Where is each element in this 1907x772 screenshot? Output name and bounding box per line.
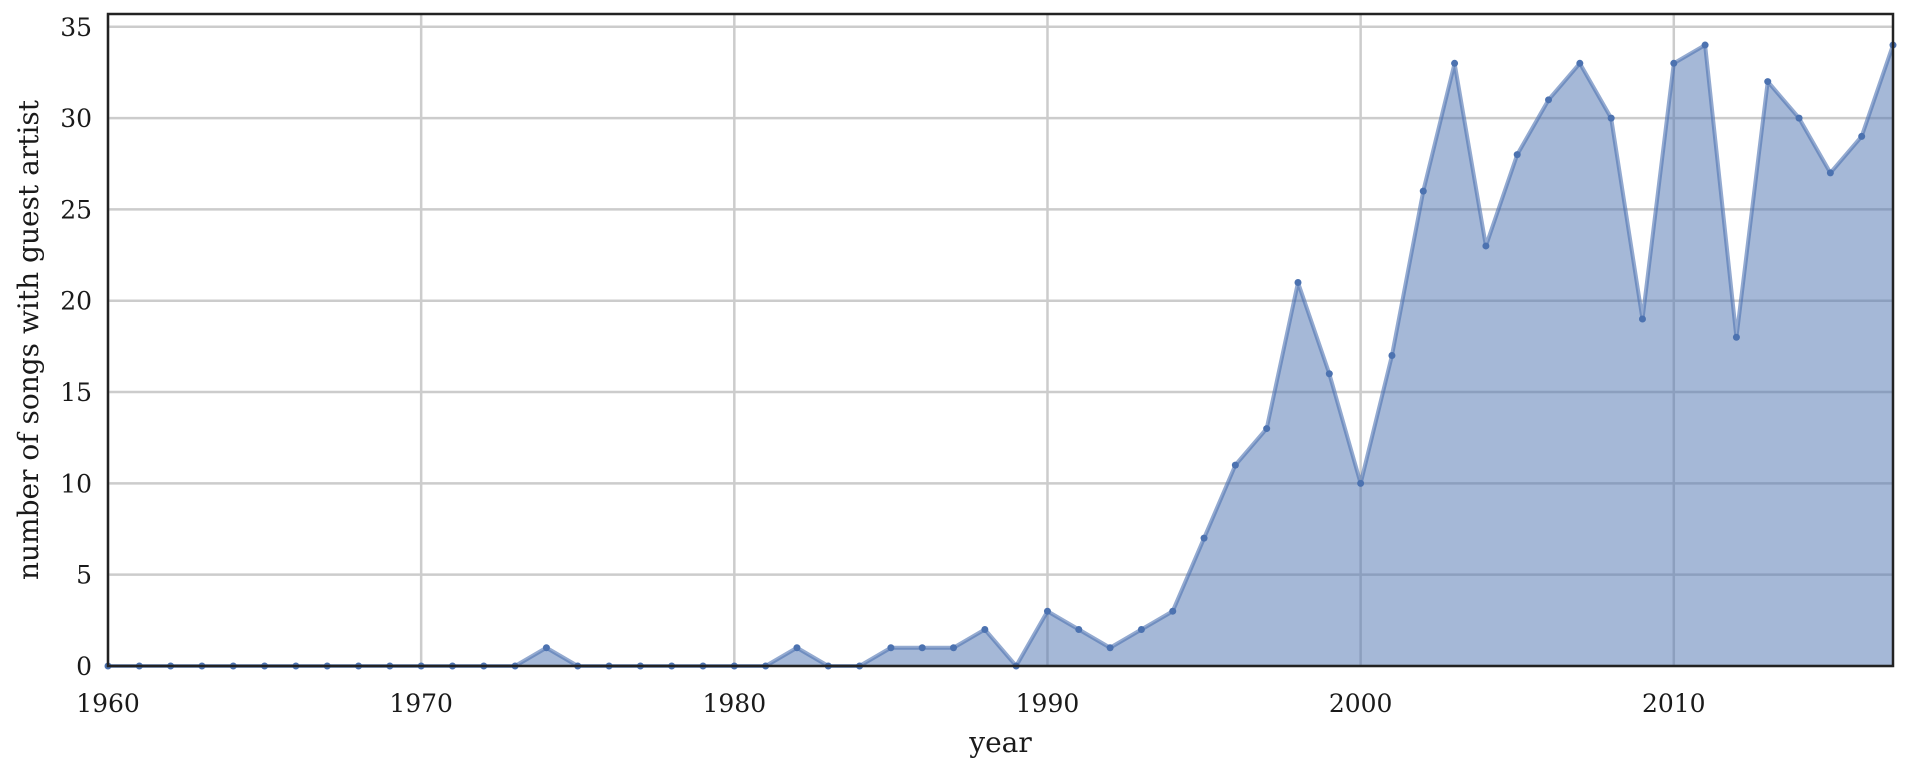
data-point — [1638, 315, 1646, 323]
data-point — [1137, 625, 1145, 633]
x-axis-label: year — [968, 726, 1032, 759]
data-point — [950, 644, 958, 652]
x-tick-label: 1970 — [389, 689, 453, 718]
y-tick-label: 0 — [76, 652, 92, 681]
data-point — [1545, 96, 1553, 104]
y-tick-label: 30 — [60, 104, 92, 133]
data-point — [1263, 425, 1271, 433]
data-point — [1357, 479, 1365, 487]
data-point — [1795, 114, 1803, 122]
data-point — [1451, 59, 1459, 67]
y-axis-label: number of songs with guest artist — [12, 99, 45, 580]
data-point — [981, 625, 989, 633]
data-point — [887, 644, 895, 652]
data-point — [1075, 625, 1083, 633]
y-tick-label: 15 — [60, 378, 92, 407]
data-point — [1169, 607, 1177, 615]
y-tick-label: 25 — [60, 195, 92, 224]
data-point — [1200, 534, 1208, 542]
x-tick-label: 2010 — [1642, 689, 1706, 718]
area-fill — [108, 45, 1893, 667]
data-point — [1858, 132, 1866, 140]
y-axis-ticks: 0 5 10 15 20 25 30 35 — [60, 13, 92, 681]
data-point — [1419, 187, 1427, 195]
data-point — [1607, 114, 1615, 122]
data-point — [1482, 242, 1490, 250]
x-tick-label: 1960 — [76, 689, 140, 718]
data-point — [1043, 607, 1051, 615]
y-tick-label: 10 — [60, 469, 92, 498]
x-tick-label: 1990 — [1016, 689, 1080, 718]
plot-frame — [106, 12, 1895, 668]
data-point — [1231, 461, 1239, 469]
data-point — [1670, 59, 1678, 67]
data-point — [542, 644, 550, 652]
y-tick-label: 5 — [76, 561, 92, 590]
data-point — [793, 644, 801, 652]
data-point — [1106, 644, 1114, 652]
y-tick-label: 35 — [60, 13, 92, 42]
data-point — [1294, 278, 1302, 286]
data-point — [1701, 41, 1709, 49]
data-point — [1325, 370, 1333, 378]
x-axis-ticks: 1960 1970 1980 1990 2000 2010 — [76, 689, 1705, 718]
data-point — [1764, 78, 1772, 86]
data-point — [1388, 352, 1396, 360]
x-tick-label: 2000 — [1329, 689, 1393, 718]
data-point — [918, 644, 926, 652]
data-point — [1576, 59, 1584, 67]
data-point — [1826, 169, 1834, 177]
data-point — [1732, 333, 1740, 341]
y-tick-label: 20 — [60, 287, 92, 316]
data-point — [1513, 151, 1521, 159]
x-tick-label: 1980 — [703, 689, 767, 718]
